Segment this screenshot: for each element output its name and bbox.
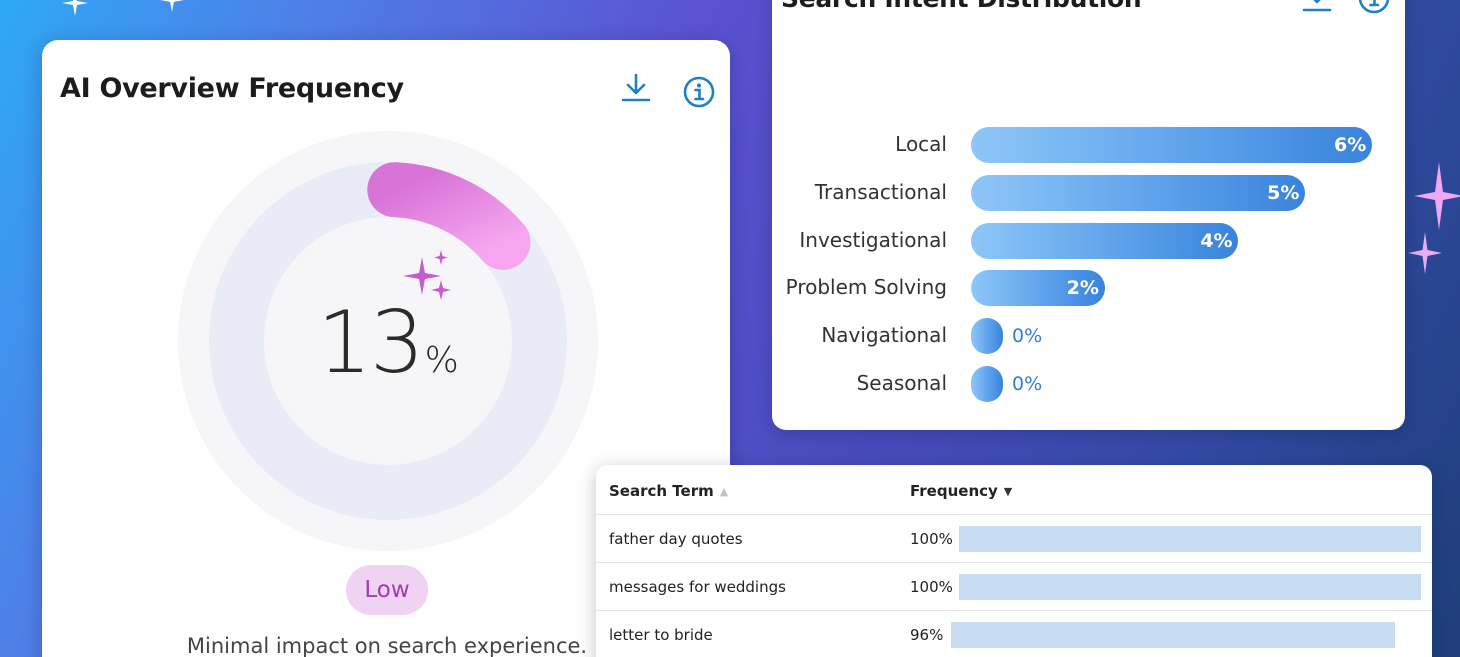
intent-bar-row: Problem Solving 2%: [772, 270, 1405, 306]
frequency-cell: 100%: [910, 530, 953, 548]
level-badge: Low: [346, 565, 428, 615]
intent-bar-row: Seasonal 0%: [772, 366, 1405, 402]
frequency-value: 13%: [178, 293, 598, 393]
intent-label: Seasonal: [856, 371, 947, 395]
intent-bar: [971, 318, 1003, 354]
table-row[interactable]: letter to bride 96%: [596, 610, 1432, 657]
frequency-bar: [959, 574, 1421, 600]
frequency-cell: 100%: [910, 578, 953, 596]
intent-bar-row: Navigational 0%: [772, 318, 1405, 354]
background-sparkle-icon: [1414, 162, 1460, 230]
background-sparkle-icon: [160, 0, 184, 12]
intent-value: 6%: [1334, 134, 1367, 156]
intent-bar: [971, 270, 1105, 306]
search-term-cell: messages for weddings: [609, 578, 786, 596]
card-title: AI Overview Frequency: [60, 73, 404, 104]
search-term-table: Search Term ▲ Frequency ▼ father day quote…: [596, 465, 1432, 657]
card-title: Search Intent Distribution: [781, 0, 1142, 13]
column-header-label: Search Term: [609, 482, 714, 500]
intent-label: Transactional: [814, 180, 947, 204]
search-intent-distribution-card: Search Intent Distribution Local 6% Tran…: [772, 0, 1405, 430]
intent-label: Local: [895, 132, 947, 156]
frequency-bar: [959, 526, 1421, 552]
column-header-frequency[interactable]: Frequency ▼: [910, 482, 1012, 500]
frequency-bar: [951, 622, 1395, 648]
ai-overview-frequency-card: AI Overview Frequency 13% Low Min: [42, 40, 730, 657]
intent-value: 4%: [1200, 230, 1233, 252]
info-icon[interactable]: [682, 75, 716, 114]
sparkle-icon: [403, 250, 451, 300]
frequency-cell: 96%: [910, 626, 944, 644]
frequency-gauge: 13%: [178, 131, 598, 551]
intent-bar: [971, 175, 1306, 211]
sort-descending-icon[interactable]: ▼: [1003, 485, 1013, 498]
background-sparkle-icon: [1408, 232, 1442, 274]
sort-ascending-icon[interactable]: ▲: [719, 485, 729, 498]
frequency-unit: %: [424, 340, 459, 381]
info-icon[interactable]: [1357, 0, 1391, 20]
intent-value: 5%: [1267, 182, 1300, 204]
download-icon[interactable]: [619, 72, 653, 109]
column-header-search-term[interactable]: Search Term ▲: [609, 482, 728, 500]
intent-bar: [971, 366, 1003, 402]
background-sparkle-icon: [62, 0, 88, 16]
intent-bar-row: Local 6%: [772, 127, 1405, 163]
search-term-cell: letter to bride: [609, 626, 713, 644]
column-header-label: Frequency: [910, 482, 998, 500]
intent-label: Navigational: [821, 323, 947, 347]
intent-bar: [971, 223, 1239, 259]
gauge-value-arc: [367, 162, 531, 270]
intent-bar-row: Investigational 4%: [772, 223, 1405, 259]
frequency-number: 13: [317, 293, 424, 393]
search-term-cell: father day quotes: [609, 530, 743, 548]
intent-label: Problem Solving: [785, 275, 947, 299]
impact-description: Minimal impact on search experience.: [186, 634, 588, 657]
intent-bar-row: Transactional 5%: [772, 175, 1405, 211]
intent-bar: [971, 127, 1372, 163]
table-row[interactable]: father day quotes 100%: [596, 514, 1432, 562]
table-row[interactable]: messages for weddings 100%: [596, 562, 1432, 610]
intent-value: 0%: [1012, 325, 1043, 347]
intent-label: Investigational: [799, 228, 947, 252]
intent-value: 0%: [1012, 373, 1043, 395]
intent-value: 2%: [1066, 277, 1099, 299]
download-icon[interactable]: [1300, 0, 1334, 20]
